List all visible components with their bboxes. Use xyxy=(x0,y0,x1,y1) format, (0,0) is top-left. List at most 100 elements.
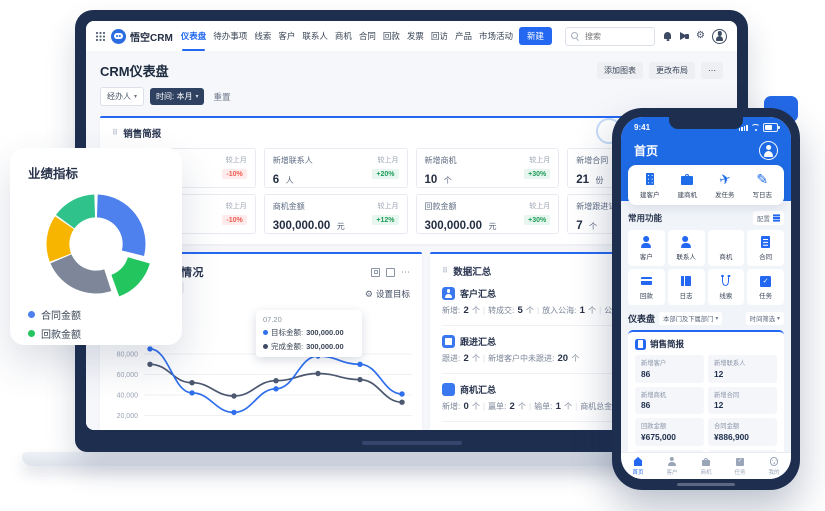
drag-handle-icon[interactable]: ⠿ xyxy=(442,266,449,275)
common-functions-title: 常用功能 xyxy=(628,213,663,223)
book-icon xyxy=(680,275,693,288)
delta-badge: -10% xyxy=(222,169,247,179)
brief-stat-cell[interactable]: 新增联系人 12 xyxy=(708,355,777,383)
owner-filter[interactable]: 经办人 xyxy=(100,87,145,106)
add-chart-button[interactable]: 添加图表 xyxy=(597,62,643,79)
brief-stat-cell[interactable]: 新增客户 86 xyxy=(635,355,704,383)
stat-card[interactable]: 新增商机 10 个 较上月 +30% xyxy=(415,148,560,188)
doc-icon xyxy=(637,340,645,348)
phone-tab[interactable]: 任务 xyxy=(723,453,757,479)
nav-item[interactable]: 发票 xyxy=(406,30,424,41)
function-cell[interactable]: 回款 xyxy=(628,269,665,305)
nav-item[interactable]: 仪表盘 xyxy=(181,22,206,51)
stat-card[interactable]: 新增联系人 6 人 较上月 +20% xyxy=(263,148,408,188)
summary-row[interactable]: 跟进汇总 跟进: 2 个 | 新增客户中未跟进: 20 个 xyxy=(442,326,711,374)
panel-more-icon[interactable]: ⋯ xyxy=(401,266,410,277)
person-icon xyxy=(715,31,725,41)
brief-stat-cell[interactable]: 合同金额 ¥886,900 xyxy=(708,418,777,446)
data-summary-title: 数据汇总 xyxy=(453,267,492,278)
bell-icon[interactable] xyxy=(663,31,672,41)
status-bar: 9:41 xyxy=(621,117,791,132)
nav-item[interactable]: 回款 xyxy=(382,30,400,41)
signal-icon xyxy=(738,124,748,131)
function-cell[interactable]: 客户 xyxy=(628,230,665,266)
time-filter-chip[interactable]: 时间筛选 xyxy=(745,312,784,325)
phone-body: 常用功能 配置 客户 联系人 xyxy=(628,211,784,479)
kpi-float-card: 业绩指标 合同金额 回款金额 xyxy=(10,148,182,345)
stat-value: 10 xyxy=(424,174,438,186)
gear-icon[interactable]: ⚙ xyxy=(696,30,705,41)
person-icon xyxy=(444,289,453,298)
search-box[interactable] xyxy=(565,26,656,46)
phone-tab[interactable]: 我的 xyxy=(757,453,791,479)
chart-tooltip: 07.20 目标金额 300,000.00 完成金额 xyxy=(256,310,362,357)
stat-card[interactable]: 商机金额 300,000.00 元 较上月 +12% xyxy=(263,194,408,234)
brief-icon-box xyxy=(635,338,646,350)
configure-button[interactable]: 配置 xyxy=(753,211,784,225)
stat-value: 6 xyxy=(272,174,280,186)
app-grid-icon[interactable] xyxy=(96,31,105,41)
laptop-base xyxy=(22,452,780,466)
stat-card[interactable]: 回款金额 300,000.00 元 较上月 +30% xyxy=(415,194,560,234)
nav-item[interactable]: 待办事项 xyxy=(213,30,248,41)
avatar[interactable] xyxy=(712,28,727,44)
nav-right-icons: ⚙ xyxy=(663,28,727,44)
quick-action[interactable]: 建商机 xyxy=(669,172,707,199)
phone-page-title: 首页 xyxy=(634,144,659,158)
department-filter[interactable]: 本部门及下属部门 xyxy=(659,312,723,325)
phone-notch xyxy=(669,117,743,129)
announcement-icon[interactable] xyxy=(679,31,690,41)
new-button[interactable]: 新建 xyxy=(518,27,552,45)
quick-action[interactable]: 写日志 xyxy=(744,172,782,199)
nav-item[interactable]: 线索 xyxy=(254,30,272,41)
function-cell[interactable]: 任务 xyxy=(747,269,784,305)
quick-action[interactable]: 发任务 xyxy=(706,172,744,199)
legend-dot xyxy=(28,330,35,337)
search-input[interactable] xyxy=(583,30,646,42)
function-cell[interactable]: 联系人 xyxy=(667,230,705,266)
function-cell[interactable]: 商机 xyxy=(707,230,745,266)
drag-handle-icon[interactable]: ⠿ xyxy=(112,128,119,137)
svg-text:40,000: 40,000 xyxy=(117,393,139,400)
function-cell[interactable]: 合同 xyxy=(747,230,784,266)
time-filter[interactable]: 时间: 本月 xyxy=(150,88,205,105)
stat-label: 新增合同 xyxy=(576,156,609,165)
tooltip-row: 完成金额 300,000.00 xyxy=(263,341,355,352)
brief-stat-cell[interactable]: 新增合同 12 xyxy=(708,386,777,414)
nav-item[interactable]: 商机 xyxy=(334,30,352,41)
stat-value: 300,000.00 xyxy=(424,220,483,232)
legend-item: 合同金额 xyxy=(28,307,164,322)
quick-action[interactable]: 建客户 xyxy=(631,172,669,199)
phone-tab[interactable]: 首页 xyxy=(621,453,655,479)
stat-unit: 份 xyxy=(595,176,604,185)
change-layout-button[interactable]: 更改布局 xyxy=(649,62,695,79)
set-goal-button[interactable]: 设置目标 xyxy=(375,289,410,299)
fullscreen-icon[interactable] xyxy=(386,267,395,277)
filter-bar: 经办人 时间: 本月 重置 xyxy=(100,87,723,106)
phone-avatar[interactable] xyxy=(759,141,778,160)
phone-tab[interactable]: 客户 xyxy=(655,453,689,479)
collapse-icon[interactable] xyxy=(371,267,380,277)
plane-icon xyxy=(718,172,732,186)
stat-label: 商机金额 xyxy=(272,202,305,211)
nav-item[interactable]: 回访 xyxy=(430,30,448,41)
delta-badge: +12% xyxy=(372,215,399,225)
function-cell[interactable]: 线索 xyxy=(707,269,745,305)
nav-item[interactable]: 合同 xyxy=(358,30,376,41)
summary-row[interactable]: 商机汇总 新增: 0 个|赢单: 2 个|输单: 1 个|商机总金额: 0 xyxy=(442,374,711,422)
phone-tab[interactable]: 商机 xyxy=(689,453,723,479)
stat-unit: 个 xyxy=(443,176,452,185)
svg-text:80,000: 80,000 xyxy=(117,352,139,359)
nav-item[interactable]: 客户 xyxy=(278,30,296,41)
phone-dashboard-title: 仪表盘 xyxy=(628,314,656,324)
function-cell[interactable]: 日志 xyxy=(667,269,705,305)
more-button[interactable]: ⋯ xyxy=(701,62,723,79)
reset-button[interactable]: 重置 xyxy=(213,91,231,102)
nav-item[interactable]: 市场活动 xyxy=(478,30,513,41)
summary-icon-box xyxy=(442,335,455,348)
nav-item[interactable]: 联系人 xyxy=(302,30,328,41)
brief-stat-cell[interactable]: 回款金额 ¥675,000 xyxy=(635,418,704,446)
brief-icon xyxy=(701,457,711,467)
brief-stat-cell[interactable]: 新增商机 86 xyxy=(635,386,704,414)
nav-item[interactable]: 产品 xyxy=(454,30,472,41)
